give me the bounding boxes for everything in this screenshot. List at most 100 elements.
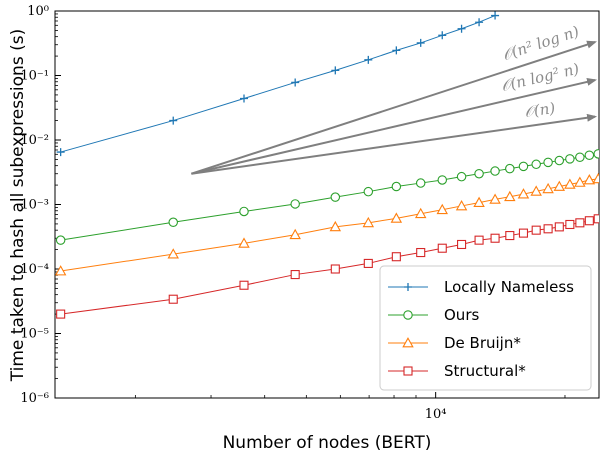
- data-point: [416, 38, 425, 47]
- data-point: [474, 168, 484, 179]
- y-tick-label: 10⁻⁴: [20, 262, 49, 277]
- complexity-label: 𝒪(n² log n): [500, 22, 581, 64]
- data-point: [531, 159, 541, 170]
- data-point: [168, 294, 178, 304]
- data-point: [240, 94, 249, 103]
- data-point: [593, 149, 599, 159]
- legend-label: Structural*: [444, 362, 526, 380]
- legend-label: De Bruijn*: [444, 334, 521, 352]
- series-de-bruijn: [55, 172, 599, 276]
- data-point: [518, 228, 529, 238]
- data-point: [505, 163, 515, 174]
- data-point: [391, 181, 402, 192]
- y-axis: 10⁻⁶ 10⁻⁵ 10⁻⁴ 10⁻³ 10⁻² 10⁻¹ 10⁰: [20, 4, 61, 406]
- data-point: [329, 220, 342, 232]
- data-point: [489, 193, 501, 204]
- data-point: [363, 258, 373, 268]
- data-point: [575, 152, 585, 163]
- data-point: [593, 214, 599, 224]
- data-point: [592, 172, 599, 184]
- data-point: [416, 247, 426, 258]
- legend-item: Ours: [388, 306, 479, 324]
- data-point: [456, 171, 467, 182]
- legend-marker: [404, 283, 412, 291]
- data-point: [290, 270, 300, 280]
- complexity-label: 𝒪(n): [523, 99, 556, 121]
- y-tick-label: 10⁻⁶: [20, 391, 49, 406]
- complexity-arrow: [191, 40, 597, 175]
- series-line: [60, 153, 599, 241]
- data-point: [330, 192, 341, 202]
- data-point: [505, 231, 515, 241]
- data-point: [437, 175, 448, 185]
- data-point: [55, 265, 67, 276]
- x-tick-label: 10⁴: [425, 407, 447, 422]
- data-point: [517, 188, 530, 199]
- y-tick-label: 10⁻³: [20, 198, 49, 213]
- y-tick-label: 10⁻⁵: [20, 327, 49, 342]
- y-tick-label: 10⁰: [27, 4, 49, 19]
- legend-item: De Bruijn*: [388, 334, 521, 352]
- data-point: [167, 248, 179, 259]
- data-point: [56, 148, 65, 157]
- data-point: [475, 18, 484, 27]
- data-point: [583, 174, 596, 185]
- data-point: [553, 180, 566, 191]
- data-point: [584, 216, 594, 226]
- data-point: [474, 235, 484, 245]
- data-point: [574, 176, 586, 187]
- series-line: [60, 15, 496, 153]
- series-locally-nameless: [56, 11, 500, 157]
- legend-label: Locally Nameless: [444, 278, 574, 296]
- data-point: [554, 222, 564, 232]
- data-point: [491, 11, 500, 20]
- data-point: [437, 243, 447, 253]
- data-point: [168, 217, 178, 228]
- data-point: [239, 206, 249, 217]
- data-point: [169, 116, 178, 125]
- legend-marker: [402, 337, 414, 348]
- data-point: [564, 178, 576, 189]
- data-point: [390, 212, 403, 223]
- data-point: [490, 166, 500, 176]
- data-point: [330, 264, 340, 274]
- data-point: [490, 233, 500, 243]
- complexity-arrow: [191, 113, 598, 175]
- data-point: [364, 55, 373, 64]
- data-point: [291, 78, 300, 87]
- data-point: [56, 309, 66, 319]
- x-axis: 10⁴: [134, 392, 566, 422]
- complexity-guides: 𝒪(n² log n)𝒪(n log² n) 𝒪(n): [191, 22, 598, 175]
- data-point: [565, 219, 575, 230]
- data-point: [238, 237, 250, 248]
- data-point: [457, 239, 467, 250]
- data-point: [414, 207, 427, 219]
- data-point: [436, 203, 448, 215]
- data-point: [530, 185, 542, 196]
- data-point: [391, 252, 401, 262]
- x-axis-title: Number of nodes (BERT): [223, 433, 432, 453]
- data-point: [55, 235, 66, 245]
- data-point: [415, 178, 426, 188]
- series-line: [60, 178, 599, 272]
- data-point: [457, 24, 466, 33]
- data-point: [331, 66, 340, 75]
- legend-item: Structural*: [388, 362, 526, 380]
- legend-box: [379, 265, 592, 391]
- legend-marker: [403, 310, 413, 320]
- series-structural: [56, 214, 599, 319]
- legend-label: Ours: [444, 306, 479, 324]
- data-point: [554, 155, 565, 166]
- data-point: [575, 218, 585, 228]
- complexity-label: 𝒪(n log² n): [499, 60, 581, 96]
- data-point: [584, 150, 595, 161]
- data-point: [239, 280, 249, 290]
- data-point: [392, 46, 401, 55]
- legend: Locally Nameless Ours De Bruijn* Structural…: [379, 265, 592, 391]
- data-point: [543, 157, 553, 168]
- data-point: [518, 161, 529, 172]
- data-point: [363, 186, 374, 197]
- legend-item: Locally Nameless: [388, 278, 574, 296]
- data-point: [289, 228, 301, 240]
- data-point: [290, 199, 300, 209]
